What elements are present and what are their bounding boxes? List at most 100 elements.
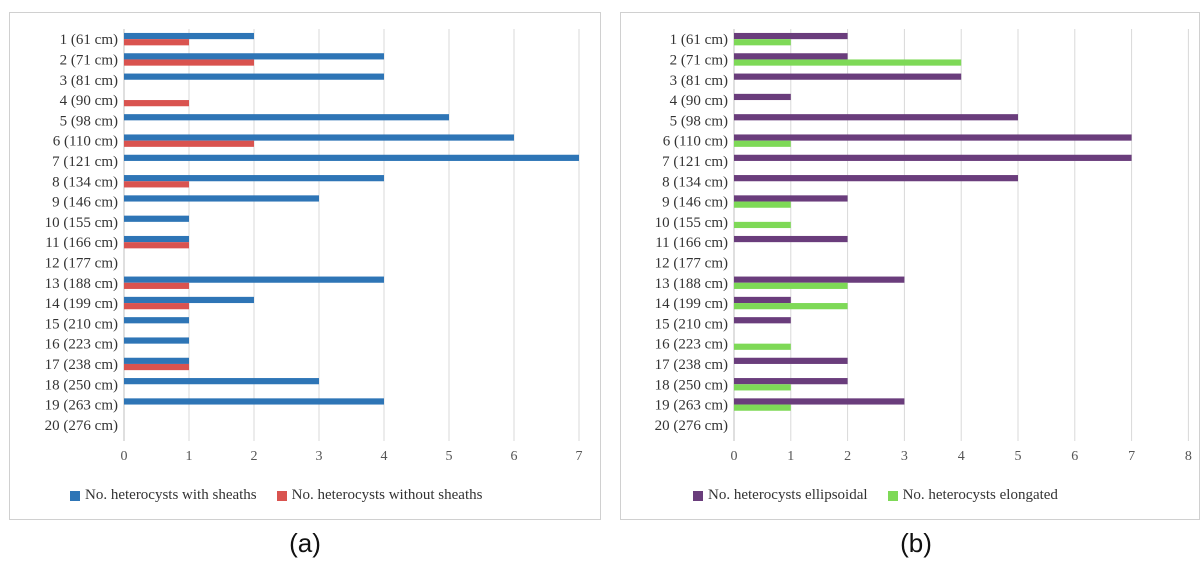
bar-series-1 — [734, 93, 791, 101]
legend-item: No. heterocysts with sheaths — [70, 487, 257, 504]
bar-series-1 — [124, 195, 319, 202]
bar-series-2 — [734, 39, 791, 46]
bar-series-1 — [734, 73, 962, 80]
x-tick-label: 0 — [731, 449, 738, 464]
y-category-label: 5 (98 cm) — [60, 113, 118, 129]
y-category-label: 18 (250 cm) — [45, 377, 118, 393]
x-tick-label: 2 — [251, 449, 258, 464]
chart-b-svg: 0 1 2 3 4 5 6 7 8 1 (61 cm) 2 (71 cm) 3 (81 cm) 4 (9… — [655, 29, 1192, 464]
y-category-label: 7 (121 cm) — [662, 154, 728, 170]
legend-swatch-series-2 — [887, 490, 898, 501]
bar-series-1 — [124, 296, 254, 304]
bar-series-1 — [124, 398, 384, 405]
y-category-label: 20 (276 cm) — [45, 418, 118, 434]
y-category-label: 3 (81 cm) — [60, 73, 118, 89]
bar-series-1 — [734, 357, 848, 364]
bar-series-1 — [734, 154, 1132, 161]
bar-series-2 — [734, 221, 791, 229]
caption-b: (b) — [900, 528, 932, 558]
bar-series-1 — [124, 378, 319, 385]
y-category-label: 15 (210 cm) — [655, 316, 728, 332]
y-category-label: 15 (210 cm) — [45, 316, 118, 332]
y-category-label: 17 (238 cm) — [655, 357, 728, 373]
bar-series-1 — [734, 296, 791, 304]
bar-series-2 — [734, 343, 791, 350]
x-tick-label: 2 — [844, 449, 851, 464]
y-category-label: 7 (121 cm) — [52, 154, 118, 170]
bar-series-1 — [124, 357, 189, 364]
chart-a-svg: 0 1 2 3 4 5 6 7 1 (61 cm) 2 (71 cm) 3 (81 cm) 4 (90… — [45, 29, 583, 464]
y-category-label: 14 (199 cm) — [655, 296, 728, 312]
x-tick-label: 5 — [446, 449, 453, 464]
x-tick-label: 4 — [958, 449, 965, 464]
x-tick-label: 4 — [381, 449, 388, 464]
bar-series-2 — [124, 100, 189, 107]
bar-series-1 — [124, 154, 579, 161]
bar-series-2 — [124, 59, 254, 66]
legend-label-series-1: No. heterocysts with sheaths — [85, 487, 257, 503]
y-category-label: 18 (250 cm) — [655, 377, 728, 393]
x-tick-label: 1 — [787, 449, 794, 464]
bar-series-2 — [124, 303, 189, 310]
bar-series-1 — [124, 114, 449, 121]
y-category-label: 9 (146 cm) — [662, 195, 728, 211]
bar-series-1 — [734, 398, 905, 405]
y-category-label: 1 (61 cm) — [670, 32, 728, 48]
bar-series-1 — [734, 195, 848, 202]
bar-series-2 — [124, 140, 254, 147]
y-category-label: 10 (155 cm) — [45, 215, 118, 231]
bar-series-2 — [734, 404, 791, 411]
x-tick-label: 6 — [511, 449, 518, 464]
y-category-label: 19 (263 cm) — [45, 398, 118, 414]
y-category-label: 8 (134 cm) — [662, 174, 728, 190]
y-category-label: 4 (90 cm) — [60, 93, 118, 109]
x-tick-label: 6 — [1071, 449, 1078, 464]
chart-b-legend: No. heterocysts ellipsoidal No. heterocy… — [693, 487, 1058, 504]
legend-swatch-series-1 — [70, 490, 80, 501]
legend-swatch-series-2 — [276, 490, 287, 501]
x-tick-label: 0 — [121, 449, 128, 464]
bar-series-1 — [734, 32, 848, 40]
bar-series-2 — [124, 282, 189, 289]
chart-panel-b: 0 1 2 3 4 5 6 7 8 1 (61 cm) 2 (71 cm) 3 (81 cm) 4 (9… — [620, 12, 1200, 520]
bar-series-1 — [124, 32, 254, 40]
bar-series-1 — [734, 378, 848, 385]
bar-series-2 — [734, 140, 791, 147]
legend-item: No. heterocysts ellipsoidal — [693, 487, 868, 504]
bar-series-2 — [734, 282, 848, 289]
y-category-label: 2 (71 cm) — [60, 52, 118, 68]
bar-series-1 — [734, 53, 848, 60]
y-category-label: 2 (71 cm) — [670, 52, 728, 68]
legend-item: No. heterocysts without sheaths — [276, 487, 483, 504]
bar-series-1 — [124, 235, 189, 243]
legend-item: No. heterocysts elongated — [887, 487, 1058, 504]
y-category-label: 14 (199 cm) — [45, 296, 118, 312]
x-tick-label: 7 — [1128, 449, 1135, 464]
y-category-label: 16 (223 cm) — [655, 337, 728, 353]
bar-series-1 — [124, 134, 514, 141]
bar-series-1 — [124, 175, 384, 182]
bar-series-1 — [734, 235, 848, 243]
bar-series-2 — [734, 384, 791, 391]
x-tick-label: 1 — [186, 449, 193, 464]
bar-series-1 — [734, 134, 1132, 141]
legend-label-series-2: No. heterocysts without sheaths — [291, 487, 483, 503]
y-category-label: 9 (146 cm) — [52, 195, 118, 211]
x-tick-label: 5 — [1015, 449, 1022, 464]
x-tick-label: 7 — [576, 449, 583, 464]
bar-series-1 — [124, 73, 384, 80]
legend-swatch-series-1 — [693, 490, 703, 501]
bar-series-1 — [734, 175, 1018, 182]
y-category-label: 13 (188 cm) — [45, 276, 118, 292]
y-category-label: 12 (177 cm) — [45, 255, 118, 271]
bar-series-1 — [124, 317, 189, 324]
y-category-label: 5 (98 cm) — [670, 113, 728, 129]
x-tick-label: 8 — [1185, 449, 1192, 464]
y-category-label: 1 (61 cm) — [60, 32, 118, 48]
y-category-label: 12 (177 cm) — [655, 255, 728, 271]
chart-panel-a: 0 1 2 3 4 5 6 7 1 (61 cm) 2 (71 cm) 3 (81 cm) 4 (90… — [9, 12, 601, 520]
y-category-label: 3 (81 cm) — [670, 73, 728, 89]
y-category-label: 11 (166 cm) — [45, 235, 118, 251]
bar-series-2 — [124, 363, 189, 371]
bar-series-1 — [124, 215, 189, 222]
